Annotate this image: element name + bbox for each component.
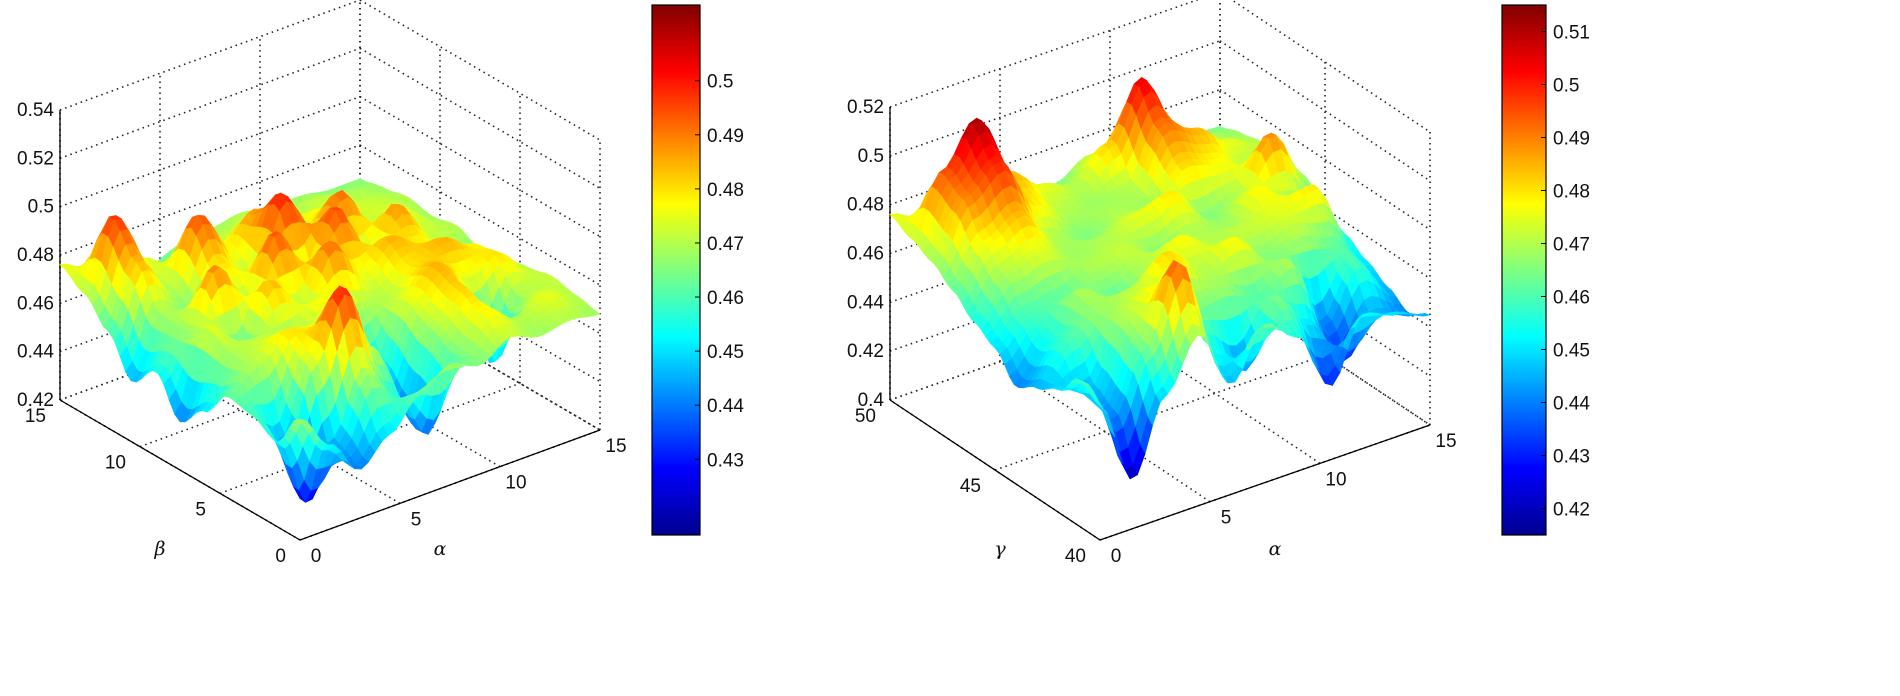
x-axis-label: α (1269, 538, 1282, 560)
x-tick-label: 5 (411, 509, 422, 530)
colorbar-tick-label: 0.44 (1553, 394, 1590, 415)
gridline-z (60, 48, 360, 158)
z-tick-label: 0.5 (858, 146, 884, 167)
gridline-z (60, 0, 360, 110)
colorbar-tick-label: 0.47 (707, 234, 744, 255)
surface-plot-alpha-beta: 0.420.440.460.480.50.520.54051015051015α… (17, 0, 744, 567)
y-tick-label: 45 (960, 476, 981, 497)
z-tick-label: 0.52 (847, 97, 884, 118)
colorbar-tick-label: 0.43 (1553, 447, 1590, 468)
colorbar-tick-label: 0.42 (1553, 500, 1590, 521)
colorbar-tick-label: 0.5 (707, 72, 733, 93)
x-tick-label: 0 (1111, 546, 1122, 567)
gridline-z (60, 97, 360, 207)
z-tick-label: 0.5 (28, 197, 54, 218)
z-tick-label: 0.48 (17, 245, 54, 266)
colorbar-tick-label: 0.48 (1553, 182, 1590, 203)
z-tick-label: 0.44 (17, 342, 54, 363)
y-axis-label: β (154, 538, 166, 560)
y-tick-label: 50 (855, 406, 876, 427)
x-axis-line (1100, 425, 1430, 540)
colorbar (1502, 5, 1546, 535)
x-tick-label: 15 (1435, 431, 1456, 452)
y-tick-label: 40 (1065, 546, 1086, 567)
colorbar-tick-label: 0.49 (1553, 129, 1590, 150)
z-tick-label: 0.42 (847, 341, 884, 362)
x-tick-label: 10 (505, 473, 526, 494)
z-tick-label: 0.54 (17, 100, 54, 121)
colorbar-tick-label: 0.44 (707, 396, 744, 417)
colorbar-tick-label: 0.5 (1553, 76, 1579, 97)
x-tick-label: 10 (1325, 469, 1346, 490)
colorbar (652, 5, 700, 535)
y-tick-label: 15 (25, 406, 46, 427)
colorbar-tick-label: 0.46 (1553, 288, 1590, 309)
colorbar-tick-label: 0.47 (1553, 235, 1590, 256)
z-tick-label: 0.44 (847, 292, 884, 313)
y-tick-label: 10 (105, 453, 126, 474)
gridline-z (360, 0, 600, 140)
z-tick-label: 0.46 (17, 293, 54, 314)
z-tick-label: 0.48 (847, 195, 884, 216)
colorbar-tick-label: 0.45 (707, 342, 744, 363)
surface-plot-alpha-gamma: 0.40.420.440.460.480.50.52051015404550αγ… (847, 0, 1590, 567)
colorbar-tick-label: 0.49 (707, 126, 744, 147)
colorbar-tick-label: 0.43 (707, 450, 744, 471)
y-axis-line (890, 400, 1100, 540)
y-tick-label: 0 (275, 546, 286, 567)
x-tick-label: 5 (1221, 508, 1232, 529)
x-tick-label: 15 (605, 436, 626, 457)
colorbar-tick-label: 0.45 (1553, 341, 1590, 362)
z-tick-label: 0.52 (17, 148, 54, 169)
colorbar-tick-label: 0.48 (707, 180, 744, 201)
z-tick-label: 0.46 (847, 244, 884, 265)
y-tick-label: 5 (195, 499, 206, 520)
y-axis-label: γ (994, 538, 1006, 560)
colorbar-tick-label: 0.46 (707, 288, 744, 309)
colorbar-tick-label: 0.51 (1553, 23, 1590, 44)
x-tick-label: 0 (311, 546, 322, 567)
x-axis-label: α (434, 538, 447, 560)
gridline-z (890, 0, 1220, 107)
